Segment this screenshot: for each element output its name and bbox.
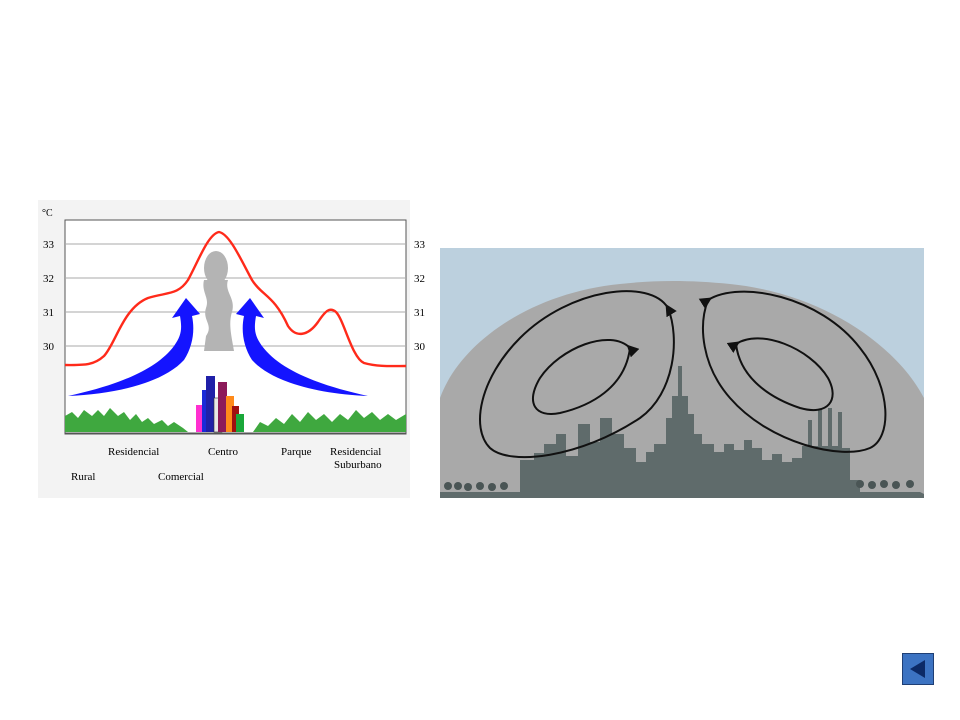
heat-island-temperature-profile: °C °C 33 32 31 30 Residencial Centro Par…: [38, 200, 410, 498]
city-buildings: [196, 376, 244, 433]
zone-label-residencial: Residencial: [108, 446, 159, 458]
zone-label-comercial: Comercial: [158, 471, 204, 483]
city-skyline: [440, 366, 924, 498]
right-tick-33: 33: [414, 239, 426, 251]
heat-dome-circulation-diagram: [440, 248, 924, 498]
zone-label-residencial-suburbano-2: Suburbano: [334, 459, 382, 471]
vegetation-band: [65, 408, 406, 432]
right-tick-30: 30: [414, 341, 426, 353]
right-tick-31: 31: [414, 307, 425, 319]
left-tick-30: 30: [43, 341, 55, 353]
zone-label-residencial-suburbano-1: Residencial: [330, 446, 381, 458]
zone-label-parque: Parque: [281, 446, 312, 458]
left-tick-31: 31: [43, 307, 54, 319]
right-circulation-cell: [703, 292, 887, 453]
temperature-gridlines: [65, 243, 406, 347]
right-axis-ticks: 33 32 31 30: [414, 239, 426, 353]
tree-row: [444, 480, 914, 491]
left-tick-32: 32: [43, 273, 54, 285]
zone-label-rural: Rural: [71, 471, 95, 483]
heat-plume: [203, 251, 234, 351]
left-tick-33: 33: [43, 239, 55, 251]
left-circulation-cell: [479, 290, 674, 459]
right-tick-32: 32: [414, 273, 425, 285]
left-axis-unit: °C: [42, 208, 53, 219]
airflow-arrows: [68, 298, 368, 396]
zone-label-centro: Centro: [208, 446, 238, 458]
triangle-left-icon: [910, 660, 925, 678]
temperature-curve: [64, 230, 407, 368]
back-button[interactable]: [902, 653, 934, 685]
